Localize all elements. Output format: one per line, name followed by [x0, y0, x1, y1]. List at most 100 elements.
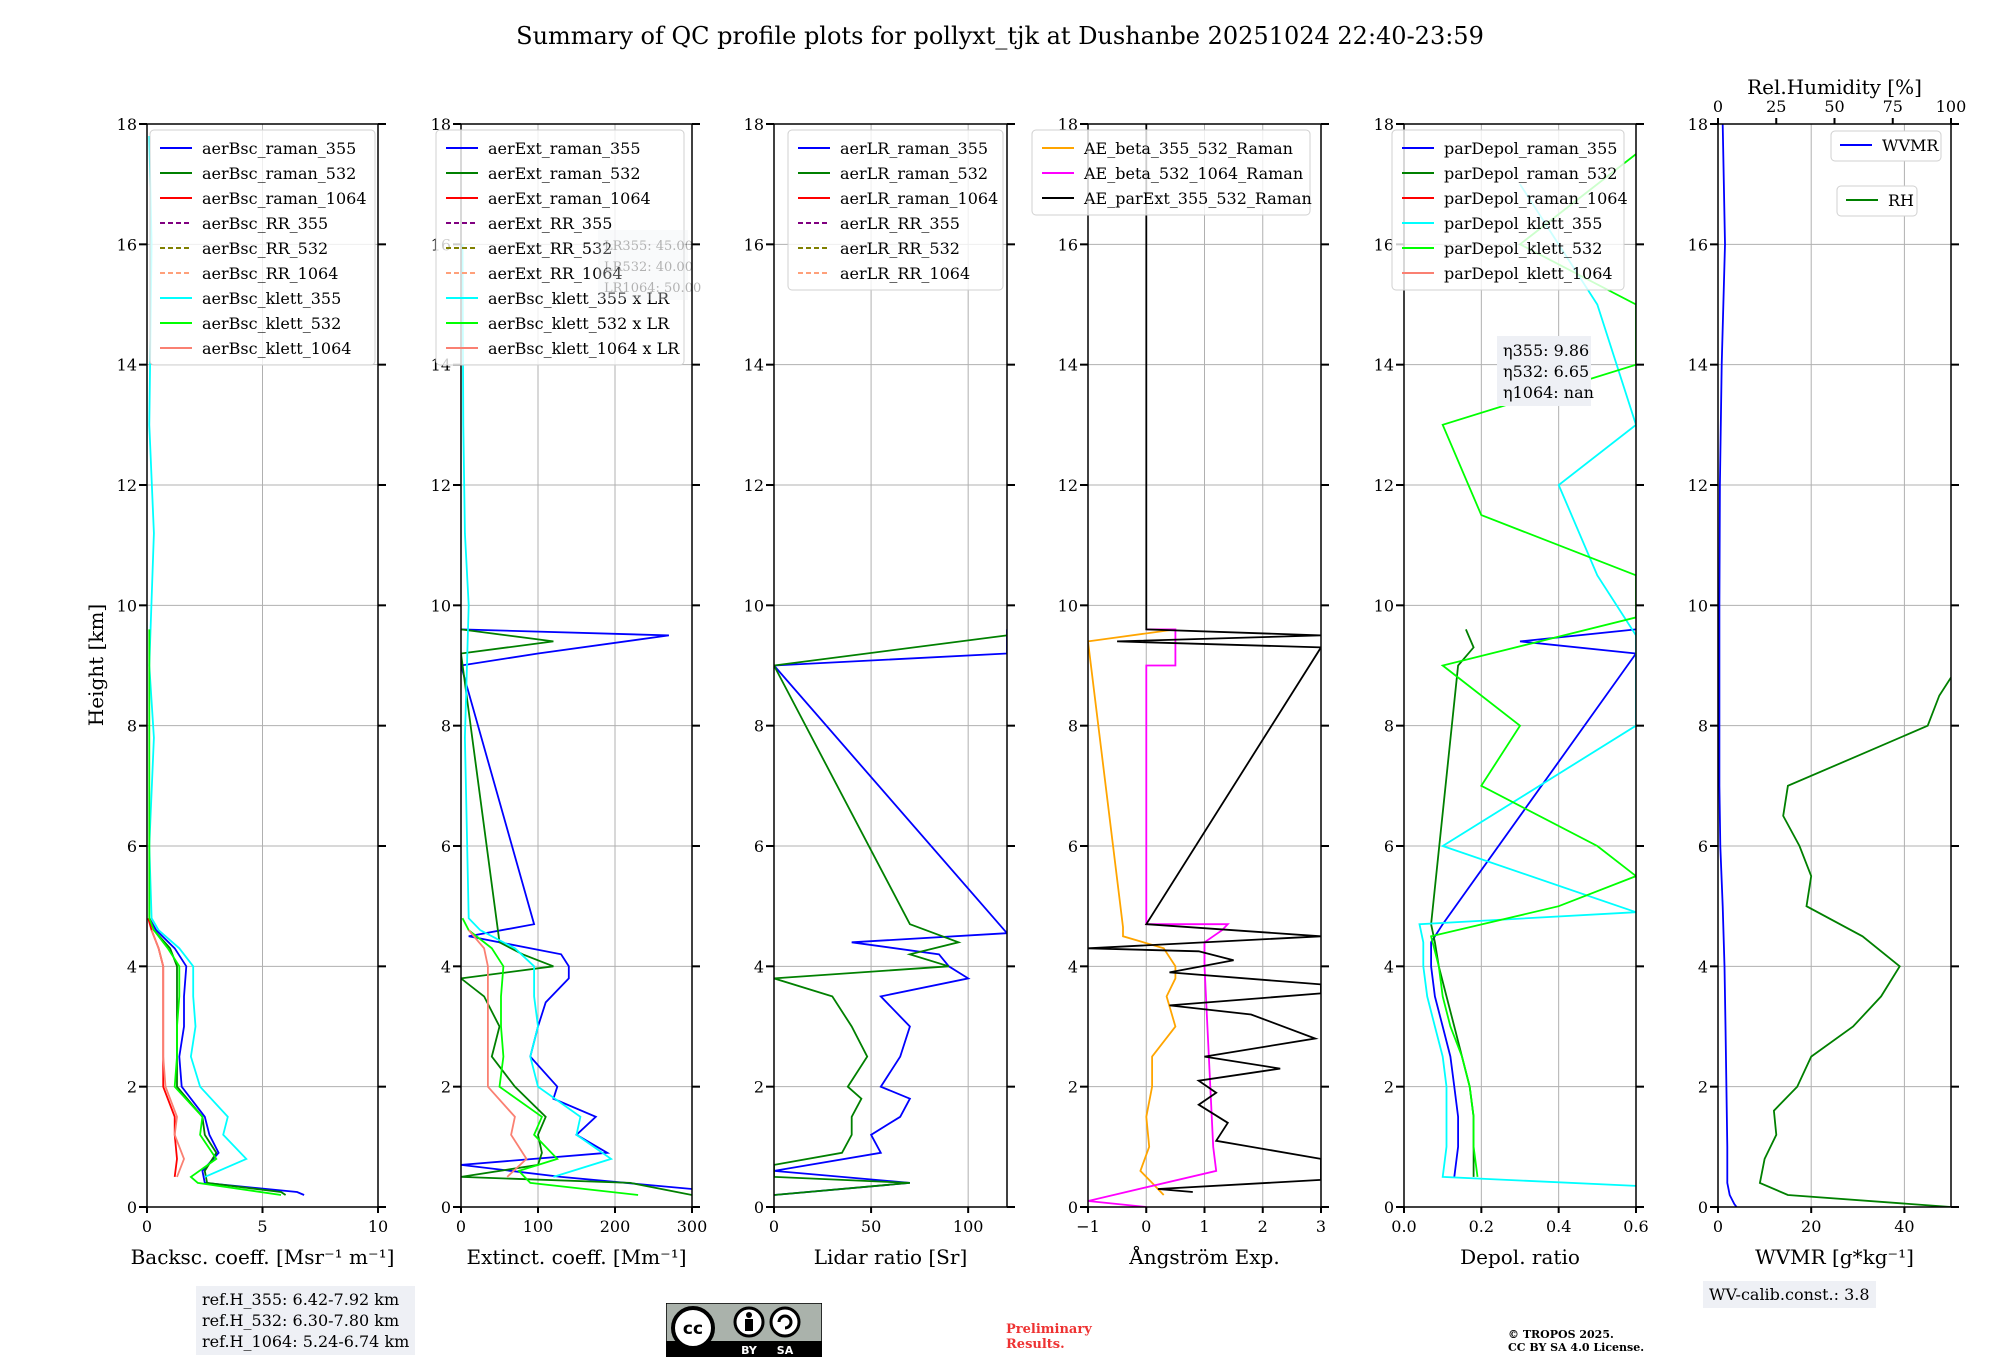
x-tick-label: 300 — [677, 1217, 708, 1236]
legend-label: aerLR_raman_355 — [840, 139, 988, 158]
annotation-box: LR355: 45.00 LR532: 40.00 LR1064: 50.00 — [598, 230, 701, 300]
series-aerLR_raman_355 — [774, 629, 1007, 1196]
legend-box — [1391, 129, 1625, 291]
y-tick-label: 14 — [1374, 356, 1394, 375]
y-tick-label: 6 — [754, 837, 764, 856]
x-tick-label: 2 — [1258, 1217, 1268, 1236]
series-WVMR — [1718, 124, 1738, 1207]
series-aerBsc_klett_1064 — [150, 929, 185, 1178]
by-label: BY — [741, 1344, 758, 1357]
y-tick-label: 10 — [431, 596, 451, 615]
y-tick-label: 6 — [1068, 837, 1078, 856]
legend-label: aerExt_RR_1064 — [488, 264, 623, 283]
legend-label: aerBsc_raman_532 — [202, 164, 356, 183]
legend-label: AE_beta_532_1064_Raman — [1083, 164, 1303, 183]
legend: AE_beta_355_532_Raman AE_beta_532_1064_Ra… — [1031, 129, 1312, 216]
legend-label: aerBsc_klett_1064 — [202, 339, 351, 358]
series-RH — [1758, 677, 1951, 1207]
y-tick-label: 4 — [441, 957, 451, 976]
legend-box — [435, 129, 685, 366]
y-tick-label: 6 — [1384, 837, 1394, 856]
y-tick-label: 14 — [1688, 356, 1708, 375]
legend-rh: RH — [1836, 185, 1918, 217]
series-aerBsc_klett_355 — [148, 135, 248, 1178]
y-tick-label: 10 — [117, 596, 137, 615]
x-tick-label: 50 — [861, 1217, 881, 1236]
axes-frame — [146, 123, 379, 1208]
series-AE_parExt_355_532_Raman — [1088, 124, 1321, 1193]
series-AE_beta_532_1064_Raman — [1088, 628, 1230, 1207]
y-tick-label: 18 — [1374, 115, 1394, 134]
y-tick-label: 16 — [1688, 235, 1708, 254]
x-tick-label: 0 — [1713, 1217, 1723, 1236]
legend-label: aerBsc_klett_532 x LR — [488, 314, 670, 333]
y-tick-label: 10 — [1374, 596, 1394, 615]
axes-frame — [1717, 123, 1952, 1208]
legend-label: aerBsc_raman_1064 — [202, 189, 367, 208]
y-tick-label: 12 — [117, 476, 137, 495]
x-tick-label: 5 — [257, 1217, 267, 1236]
series-parDepol_raman_355 — [1430, 628, 1636, 1178]
x-tick-label: 40 — [1894, 1217, 1914, 1236]
svg-text:cc: cc — [683, 1319, 703, 1339]
legend: aerLR_raman_355 aerLR_raman_532 aerLR_rama… — [787, 129, 1004, 291]
figure-title: Summary of QC profile plots for pollyxt_… — [516, 22, 1484, 50]
x-axis-label: Extinct. coeff. [Mm⁻¹] — [466, 1245, 686, 1269]
y-tick-label: 2 — [754, 1078, 764, 1097]
y-tick-label: 18 — [1058, 115, 1078, 134]
legend-label: aerExt_raman_355 — [488, 139, 641, 158]
wv-calib-box: WV-calib.const.: 3.8 — [1703, 1281, 1876, 1308]
legend: parDepol_raman_355 parDepol_raman_532 parD… — [1391, 129, 1628, 291]
series-aerBsc_klett_355 x LR — [461, 244, 614, 1178]
series-aerBsc_klett_532 — [148, 629, 282, 1196]
series-parDepol_klett_355 — [1418, 183, 1636, 1187]
x2-tick-label: 75 — [1883, 97, 1903, 116]
sa-sharealike-icon — [769, 1306, 801, 1338]
series-parDepol_raman_532 — [1430, 629, 1475, 1177]
y-tick-label: 4 — [1698, 957, 1708, 976]
by-attribution-icon — [733, 1306, 765, 1338]
y-tick-label: 4 — [1068, 957, 1078, 976]
y-tick-label: 2 — [1384, 1078, 1394, 1097]
legend-label: aerLR_RR_355 — [840, 214, 960, 233]
reference-heights-box: ref.H_355: 6.42-7.92 km ref.H_532: 6.30-… — [196, 1286, 416, 1355]
cc-by-sa-badge: cc BY SA — [665, 1302, 823, 1358]
panel-2: 0100200300024681012141618Extinct. coeff.… — [431, 115, 708, 1269]
y-tick-label: 14 — [744, 356, 764, 375]
sa-label: SA — [777, 1344, 794, 1357]
y-tick-label: 4 — [127, 957, 137, 976]
y-tick-label: 12 — [1688, 476, 1708, 495]
legend-box — [1830, 130, 1942, 162]
x-axis-label: Ångström Exp. — [1128, 1244, 1279, 1269]
legend-label: parDepol_klett_355 — [1444, 214, 1602, 233]
ref-height-355: ref.H_355: 6.42-7.92 km — [202, 1290, 400, 1309]
y-tick-label: 2 — [1068, 1078, 1078, 1097]
legend-label: RH — [1888, 191, 1914, 210]
x2-axis-label: Rel.Humidity [%] — [1747, 75, 1922, 99]
cc-icon: cc — [671, 1306, 715, 1350]
y-tick-label: 0 — [1384, 1198, 1394, 1217]
y-tick-label: 10 — [1058, 596, 1078, 615]
legend-box — [149, 129, 376, 366]
preliminary-note: Preliminary Results. — [1006, 1322, 1092, 1352]
legend-label: aerExt_raman_532 — [488, 164, 641, 183]
series-aerExt_raman_532 — [461, 628, 692, 1196]
x-tick-label: 0 — [456, 1217, 466, 1236]
annotation-line: LR1064: 50.00 — [604, 281, 701, 296]
y-tick-label: 2 — [1698, 1078, 1708, 1097]
x-tick-label: 0.6 — [1623, 1217, 1648, 1236]
legend-label: aerBsc_RR_1064 — [202, 264, 338, 283]
legend-label: aerLR_RR_532 — [840, 239, 960, 258]
y-tick-label: 8 — [127, 717, 137, 736]
x2-tick-label: 100 — [1936, 97, 1967, 116]
legend-label: aerLR_raman_532 — [840, 164, 988, 183]
annotation-box: η355: 9.86 η532: 6.65 η1064: nan — [1497, 336, 1594, 406]
legend-label: aerBsc_RR_355 — [202, 214, 328, 233]
series-aerLR_raman_532 — [774, 634, 1007, 1196]
annotation-line: η532: 6.65 — [1503, 362, 1589, 381]
annotation-bg — [598, 230, 688, 300]
copyright-line-2: CC BY SA 4.0 License. — [1508, 1341, 1645, 1354]
x-tick-label: 0.2 — [1469, 1217, 1494, 1236]
legend-label: aerBsc_klett_355 x LR — [488, 289, 670, 308]
